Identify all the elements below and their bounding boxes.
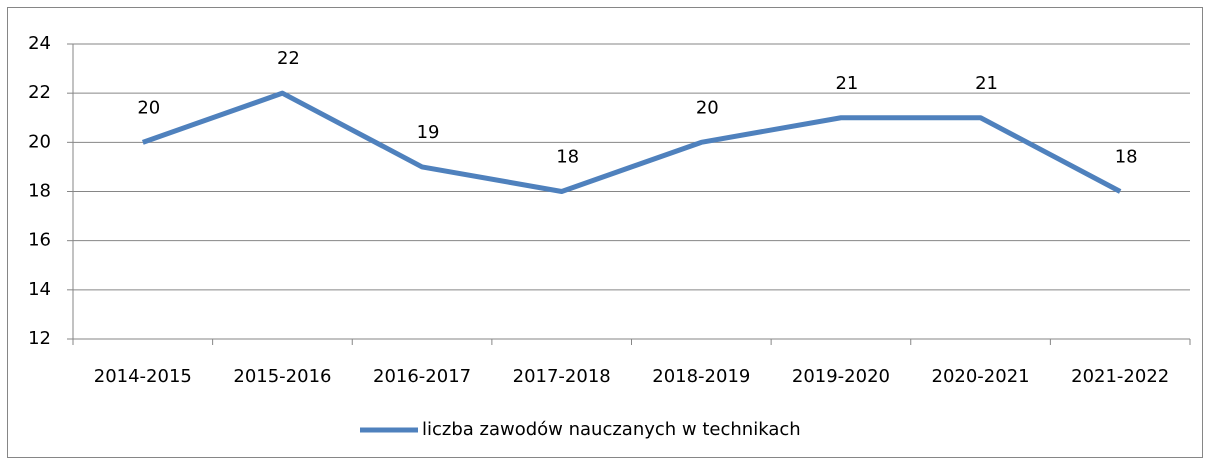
chart-border	[7, 7, 1203, 458]
data-label: 19	[417, 122, 440, 143]
y-tick-label: 22	[28, 82, 51, 103]
x-tick-label: 2014-2015	[94, 366, 192, 387]
data-label: 21	[835, 73, 858, 94]
data-label: 20	[696, 97, 719, 118]
data-label: 21	[975, 73, 998, 94]
y-tick-label: 20	[28, 131, 51, 152]
y-tick-label: 24	[28, 33, 51, 54]
x-tick-label: 2017-2018	[513, 366, 611, 387]
x-tick-label: 2016-2017	[373, 366, 471, 387]
y-tick-label: 18	[28, 181, 51, 202]
legend-label: liczba zawodów nauczanych w technikach	[422, 419, 801, 440]
x-tick-label: 2020-2021	[932, 366, 1030, 387]
y-tick-label: 16	[28, 230, 51, 251]
y-tick-label: 12	[28, 328, 51, 349]
x-tick-label: 2019-2020	[792, 366, 890, 387]
data-label: 20	[137, 97, 160, 118]
data-label: 18	[556, 147, 579, 168]
x-tick-label: 2018-2019	[652, 366, 750, 387]
data-label: 22	[277, 48, 300, 69]
y-tick-label: 14	[28, 279, 51, 300]
line-series	[141, 90, 1122, 194]
x-tick-label: 2015-2016	[233, 366, 331, 387]
x-tick-label: 2021-2022	[1071, 366, 1169, 387]
data-label: 18	[1115, 147, 1138, 168]
